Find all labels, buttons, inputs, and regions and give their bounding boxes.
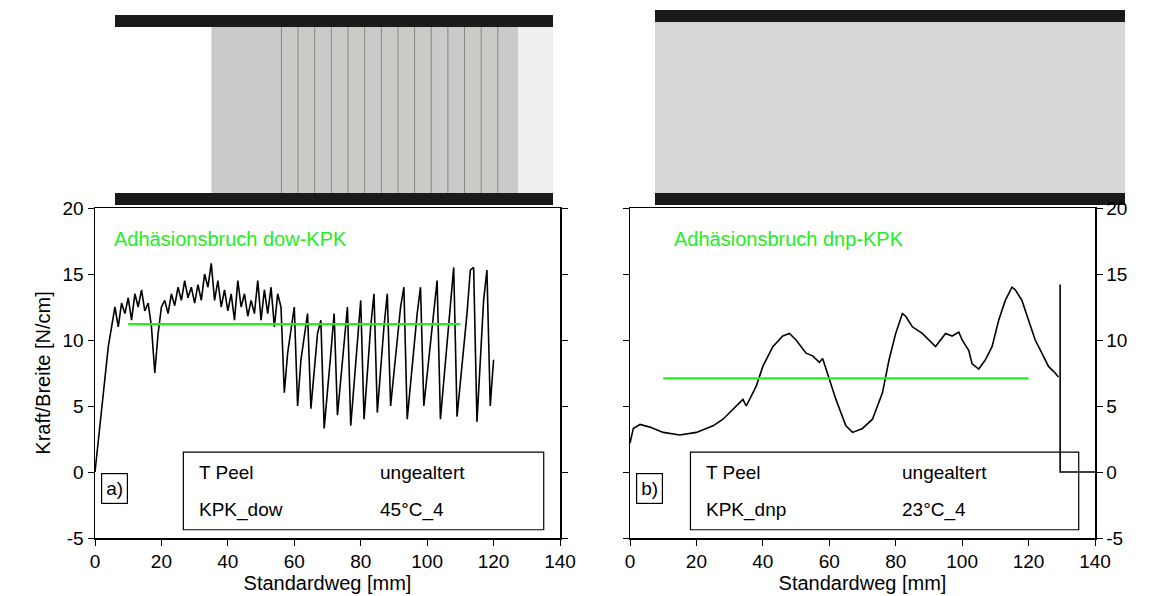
svg-text:Standardweg [mm]: Standardweg [mm] xyxy=(244,572,412,594)
svg-text:0: 0 xyxy=(625,551,636,572)
svg-text:100: 100 xyxy=(411,551,443,572)
svg-text:23°C_4: 23°C_4 xyxy=(902,499,966,521)
svg-text:60: 60 xyxy=(284,551,305,572)
svg-text:T Peel: T Peel xyxy=(199,462,254,483)
svg-text:Adhäsionsbruch dnp-KPK: Adhäsionsbruch dnp-KPK xyxy=(674,228,904,250)
svg-text:5: 5 xyxy=(1106,396,1117,417)
svg-text:5: 5 xyxy=(73,396,84,417)
svg-text:10: 10 xyxy=(63,330,84,351)
svg-text:b): b) xyxy=(641,478,658,499)
svg-text:80: 80 xyxy=(885,551,906,572)
svg-text:0: 0 xyxy=(73,462,84,483)
svg-text:0: 0 xyxy=(90,551,101,572)
svg-text:20: 20 xyxy=(686,551,707,572)
svg-text:45°C_4: 45°C_4 xyxy=(380,499,444,521)
svg-text:0: 0 xyxy=(1106,462,1117,483)
svg-text:80: 80 xyxy=(350,551,371,572)
svg-text:ungealtert: ungealtert xyxy=(380,462,465,483)
svg-text:10: 10 xyxy=(1106,330,1127,351)
svg-text:40: 40 xyxy=(752,551,773,572)
svg-text:60: 60 xyxy=(819,551,840,572)
svg-text:Adhäsionsbruch dow-KPK: Adhäsionsbruch dow-KPK xyxy=(114,228,347,250)
svg-text:20: 20 xyxy=(1106,198,1127,219)
svg-text:ungealtert: ungealtert xyxy=(902,462,987,483)
svg-text:Standardweg [mm]: Standardweg [mm] xyxy=(779,572,947,594)
svg-text:120: 120 xyxy=(478,551,510,572)
svg-text:20: 20 xyxy=(151,551,172,572)
svg-text:KPK_dow: KPK_dow xyxy=(199,499,283,521)
svg-text:15: 15 xyxy=(63,264,84,285)
svg-text:40: 40 xyxy=(217,551,238,572)
svg-text:KPK_dnp: KPK_dnp xyxy=(706,499,786,521)
svg-text:15: 15 xyxy=(1106,264,1127,285)
svg-text:140: 140 xyxy=(544,551,576,572)
svg-text:120: 120 xyxy=(1013,551,1045,572)
svg-text:-5: -5 xyxy=(67,528,84,549)
svg-text:20: 20 xyxy=(63,198,84,219)
svg-text:140: 140 xyxy=(1079,551,1111,572)
svg-text:a): a) xyxy=(106,478,123,499)
svg-text:T Peel: T Peel xyxy=(706,462,761,483)
svg-text:-5: -5 xyxy=(1106,528,1123,549)
svg-text:100: 100 xyxy=(946,551,978,572)
svg-text:Kraft/Breite [N/cm]: Kraft/Breite [N/cm] xyxy=(32,291,54,454)
